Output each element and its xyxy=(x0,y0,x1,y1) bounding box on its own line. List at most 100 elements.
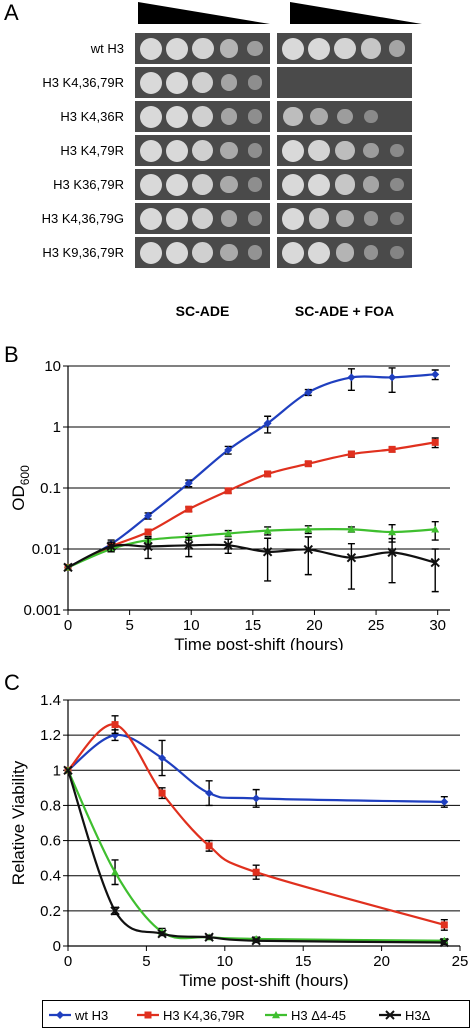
data-point xyxy=(158,753,167,762)
y-tick-label: 0.6 xyxy=(40,833,61,850)
plate-row xyxy=(277,237,412,268)
plate-condition-label: SC-ADE xyxy=(175,303,230,319)
y-axis-label: Relative Viability xyxy=(9,760,28,885)
dilution-wedge-right xyxy=(290,2,422,24)
error-bar xyxy=(347,543,355,590)
yeast-spot xyxy=(282,139,304,162)
yeast-spot xyxy=(140,71,162,94)
yeast-spot xyxy=(247,177,263,192)
yeast-spot xyxy=(335,140,355,160)
x-axis-label: Time post-shift (hours) xyxy=(174,635,343,650)
yeast-spot xyxy=(334,37,356,60)
yeast-spot xyxy=(390,177,404,192)
plate-row xyxy=(135,169,270,200)
data-point xyxy=(303,544,313,555)
yeast-spot xyxy=(282,207,304,230)
legend-marker xyxy=(144,1011,152,1019)
yeast-spot xyxy=(140,37,162,60)
data-point xyxy=(264,470,272,478)
legend-label: wt H3 xyxy=(74,1008,108,1023)
yeast-spot xyxy=(192,139,214,161)
data-point xyxy=(304,388,313,397)
series-line xyxy=(67,723,445,926)
data-point xyxy=(430,557,440,568)
data-point xyxy=(158,789,166,797)
data-point xyxy=(439,937,450,948)
yeast-spot xyxy=(192,37,214,60)
yeast-spot xyxy=(282,173,304,196)
panel-b-letter: B xyxy=(4,342,19,367)
data-point xyxy=(347,450,355,458)
data-point xyxy=(347,373,356,382)
yeast-spot xyxy=(247,75,263,90)
y-axis-label: OD600 xyxy=(9,465,32,511)
data-point xyxy=(262,547,273,557)
yeast-spot xyxy=(220,210,238,227)
legend-label: H3 K4,36,79R xyxy=(163,1008,245,1023)
legend-marker xyxy=(56,1011,64,1019)
y-tick-label: 0.4 xyxy=(40,868,61,885)
plate-row xyxy=(277,135,412,166)
yeast-spot xyxy=(140,105,162,128)
data-point xyxy=(224,529,233,537)
plate-row xyxy=(277,169,412,200)
yeast-spot xyxy=(308,241,330,264)
yeast-spot xyxy=(220,243,238,262)
yeast-spot xyxy=(192,105,214,127)
error-bar xyxy=(264,537,272,582)
series xyxy=(63,765,450,948)
series-line xyxy=(67,543,436,569)
y-tick-label: 0.01 xyxy=(32,541,61,558)
strain-label: H3 K4,79R xyxy=(60,143,124,158)
legend-marker xyxy=(272,1011,280,1019)
y-tick-label: 1 xyxy=(53,419,61,436)
y-tick-label: 0 xyxy=(53,938,61,955)
yeast-spot xyxy=(282,37,304,60)
yeast-spot xyxy=(166,173,188,196)
series xyxy=(64,729,449,808)
data-point xyxy=(388,373,397,382)
plate-row xyxy=(277,67,412,98)
yeast-spot xyxy=(247,245,263,260)
y-tick-label: 1 xyxy=(53,762,61,779)
plate-row xyxy=(135,135,270,166)
yeast-spot xyxy=(362,176,380,193)
yeast-spot xyxy=(140,241,162,264)
y-tick-label: 0.2 xyxy=(40,903,61,920)
yeast-spot xyxy=(140,207,162,230)
data-point xyxy=(205,789,214,798)
series xyxy=(63,536,440,593)
data-point xyxy=(347,525,356,533)
chart-legend: wt H3 H3 K4,36,79R H3 Δ4-45 H3Δ xyxy=(42,1000,470,1028)
data-point xyxy=(205,842,213,850)
error-bar xyxy=(304,536,312,576)
data-point xyxy=(304,525,313,533)
legend-entry: H3 Δ4-45 xyxy=(265,1008,346,1023)
data-point xyxy=(263,526,272,534)
plate-row xyxy=(135,33,270,64)
y-tick-label: 1.4 xyxy=(40,692,61,709)
yeast-spot xyxy=(192,173,214,195)
x-tick-label: 20 xyxy=(306,617,323,634)
plate-row xyxy=(135,237,270,268)
plate-row xyxy=(277,203,412,234)
yeast-spot xyxy=(166,241,188,264)
strain-label: H3 K4,36,79G xyxy=(41,211,124,226)
data-point xyxy=(144,528,152,536)
yeast-spot xyxy=(247,143,263,158)
legend-entry: wt H3 xyxy=(49,1008,108,1023)
plate-row xyxy=(135,67,270,98)
data-point xyxy=(144,511,153,520)
y-tick-label: 0.8 xyxy=(40,797,61,814)
yeast-spot xyxy=(166,105,188,128)
data-point xyxy=(440,921,448,929)
data-point xyxy=(184,540,194,551)
legend-entry: H3Δ xyxy=(379,1008,431,1023)
yeast-spot xyxy=(247,211,263,226)
data-point xyxy=(143,541,153,552)
error-bar xyxy=(388,537,396,584)
data-point xyxy=(224,445,233,454)
yeast-spot xyxy=(166,207,188,230)
data-point xyxy=(204,932,214,942)
yeast-spot xyxy=(363,245,379,260)
